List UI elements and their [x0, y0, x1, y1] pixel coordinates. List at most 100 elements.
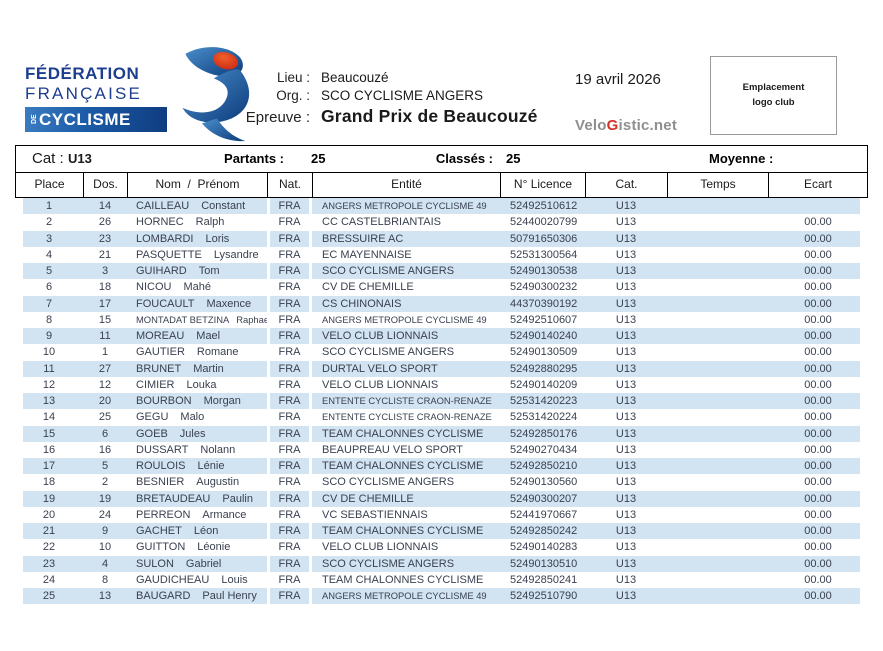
category-cell: U13: [585, 328, 667, 345]
club-cell: SCO CYCLISME ANGERS: [312, 344, 500, 361]
place-cell: 12: [15, 376, 83, 393]
dossard-cell: 21: [83, 246, 127, 263]
col-header-licence: N° Licence: [501, 173, 586, 197]
col-header-ecart: Ecart: [803, 177, 832, 191]
temps-cell: [667, 198, 768, 215]
place-cell: 9: [15, 328, 83, 345]
rider-lastname: MOREAU: [136, 330, 185, 342]
nationality-cell: FRA: [267, 360, 312, 377]
club-cell: VELO CLUB LIONNAIS: [312, 539, 500, 556]
org-label: Org. :: [276, 88, 310, 103]
nationality-cell: FRA: [267, 214, 312, 231]
category-cell: U13: [585, 311, 667, 328]
table-row: 21 9 GACHET Léon FRA TEAM CHALONNES CYCL…: [15, 523, 868, 540]
temps-cell: [667, 441, 768, 458]
rider-firstname: Léon: [193, 525, 219, 537]
table-row: 10 1 GAUTIER Romane FRA SCO CYCLISME ANG…: [15, 344, 868, 361]
ecart-cell: [768, 198, 868, 215]
rider-firstname: Raphael: [236, 313, 267, 325]
nationality-cell: FRA: [267, 263, 312, 280]
place-cell: 18: [15, 474, 83, 491]
rider-firstname: Lénie: [197, 460, 225, 472]
rider-firstname: Louis: [221, 573, 248, 586]
place-cell: 21: [15, 523, 83, 540]
dossard-cell: 12: [83, 376, 127, 393]
licence-cell: 52492850241: [500, 571, 585, 588]
licence-cell: 44370390192: [500, 295, 585, 312]
rider-firstname: Tom: [198, 265, 220, 277]
category-cell: U13: [585, 506, 667, 523]
club-cell: CV DE CHEMILLE: [312, 279, 500, 296]
col-header-cat: Cat.: [586, 173, 668, 197]
temps-cell: [667, 588, 768, 605]
licence-cell: 52490140240: [500, 328, 585, 345]
nationality-cell: FRA: [267, 555, 312, 572]
table-row: 5 3 GUIHARD Tom FRA SCO CYCLISME ANGERS …: [15, 263, 868, 280]
category-cell: U13: [585, 376, 667, 393]
ecart-cell: 00.00: [768, 490, 868, 507]
dossard-cell: 17: [83, 295, 127, 312]
rider-firstname: Morgan: [203, 395, 241, 407]
rider-firstname: Constant: [201, 200, 246, 212]
category-cell: U13: [585, 588, 667, 605]
temps-cell: [667, 376, 768, 393]
club-cell: DURTAL VELO SPORT: [312, 360, 500, 377]
licence-cell: 52490300207: [500, 490, 585, 507]
temps-cell: [667, 295, 768, 312]
nationality-cell: FRA: [267, 490, 312, 507]
name-cell: BESNIER Augustin: [127, 474, 267, 491]
table-row: 12 12 CIMIER Louka FRA VELO CLUB LIONNAI…: [15, 376, 868, 393]
rider-firstname: Nolann: [200, 443, 236, 456]
ffc-logo: FÉDÉRATION FRANÇAISE DE CYCLISME: [25, 47, 257, 149]
ecart-cell: 00.00: [768, 230, 868, 247]
club-cell: TEAM CHALONNES CYCLISME: [312, 571, 500, 588]
nationality-cell: FRA: [267, 441, 312, 458]
licence-cell: 52490140283: [500, 539, 585, 556]
rider-firstname: Romane: [196, 346, 239, 359]
dossard-cell: 8: [83, 571, 127, 588]
ecart-cell: 00.00: [768, 523, 868, 540]
category-cell: U13: [585, 425, 667, 442]
table-row: 6 18 NICOU Mahé FRA CV DE CHEMILLE 52490…: [15, 279, 868, 296]
table-row: 16 16 DUSSART Nolann FRA BEAUPREAU VELO …: [15, 441, 868, 458]
dossard-cell: 4: [83, 555, 127, 572]
club-cell: ANGERS METROPOLE CYCLISME 49: [312, 311, 500, 328]
rider-firstname: Maxence: [206, 297, 252, 310]
name-cell: FOUCAULT Maxence: [127, 295, 267, 312]
temps-cell: [667, 474, 768, 491]
club-cell: SCO CYCLISME ANGERS: [312, 263, 500, 280]
temps-cell: [667, 409, 768, 426]
place-cell: 8: [15, 311, 83, 328]
table-row: 25 13 BAUGARD Paul Henry FRA ANGERS METR…: [15, 588, 868, 605]
licence-cell: 52441970667: [500, 506, 585, 523]
name-cell: DUSSART Nolann: [127, 441, 267, 458]
nationality-cell: FRA: [267, 506, 312, 523]
col-header-temps: Temps: [668, 173, 769, 197]
licence-cell: 52492850176: [500, 425, 585, 442]
summary-row: Cat : U13 Partants : 25 Classés : 25 Moy…: [15, 145, 868, 173]
partants-value: 25: [311, 151, 326, 166]
temps-cell: [667, 263, 768, 280]
place-cell: 23: [15, 555, 83, 572]
dossard-cell: 26: [83, 214, 127, 231]
rider-lastname: FOUCAULT: [136, 297, 195, 310]
column-header-row: Place Dos. Nom / Prénom Nat. Entité N° L…: [15, 173, 868, 198]
temps-cell: [667, 425, 768, 442]
ecart-cell: 00.00: [768, 506, 868, 523]
rider-firstname: Mael: [196, 330, 221, 342]
category-cell: U13: [585, 539, 667, 556]
dossard-cell: 23: [83, 230, 127, 247]
licence-cell: 52490140209: [500, 376, 585, 393]
place-cell: 11: [15, 360, 83, 377]
name-cell: SULON Gabriel: [127, 555, 267, 572]
dossard-cell: 3: [83, 263, 127, 280]
org-value: SCO CYCLISME ANGERS: [321, 88, 484, 103]
place-cell: 4: [15, 246, 83, 263]
temps-cell: [667, 311, 768, 328]
club-cell: VELO CLUB LIONNAIS: [312, 376, 500, 393]
dossard-cell: 13: [83, 588, 127, 605]
col-header-place: Place: [16, 173, 84, 197]
rider-firstname: Armance: [202, 508, 247, 521]
licence-cell: 52490300232: [500, 279, 585, 296]
licence-cell: 50791650306: [500, 230, 585, 247]
